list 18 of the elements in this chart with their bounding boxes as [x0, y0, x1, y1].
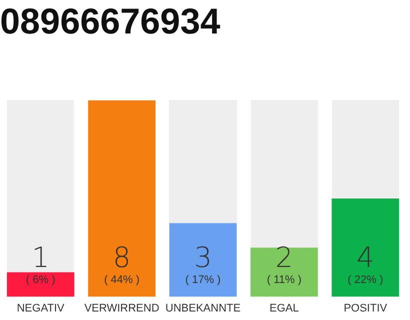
x-tick-label: VERWIRREND [84, 302, 160, 314]
x-tick-label: EGAL [270, 302, 299, 314]
annotation: ( 11% ) [266, 274, 302, 286]
data-label: 3 [194, 240, 212, 274]
data-label: 8 [112, 240, 131, 274]
annotation: ( 22% ) [348, 274, 384, 286]
data-label: 4 [356, 240, 374, 274]
annotation: ( 6% ) [26, 274, 56, 286]
data-label: 1 [32, 240, 50, 274]
data-label: 2 [275, 240, 294, 274]
bar [88, 100, 156, 297]
chart-title: 08966676934 [0, 0, 220, 42]
annotation: ( 17% ) [185, 274, 221, 286]
x-tick-label: UNBEKANNTE [165, 302, 241, 314]
bar [6, 272, 74, 297]
annotation: ( 44% ) [104, 274, 140, 286]
x-tick-label: POSITIV [344, 302, 388, 314]
x-tick-label: NEGATIV [16, 302, 65, 314]
